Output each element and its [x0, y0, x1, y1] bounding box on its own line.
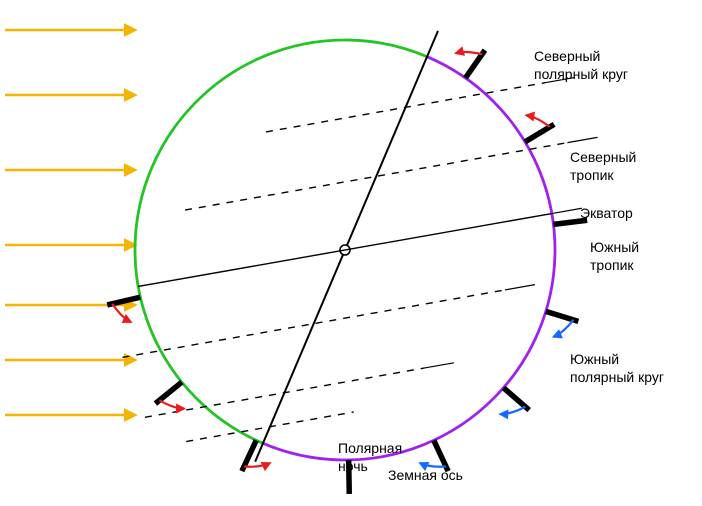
earth-night-arc	[263, 57, 555, 460]
label-n_tropic: Северныйтропик	[570, 149, 636, 184]
shadow-arrow-back	[159, 400, 184, 408]
shadow-arrow-fwd	[554, 320, 574, 337]
label-axis: Земная ось	[388, 467, 463, 485]
label-equator: Экватор	[580, 205, 633, 223]
latitude-polar_night	[186, 412, 354, 442]
latitude-tick	[505, 285, 535, 290]
shadow-arrow-back	[112, 304, 131, 322]
label-arctic: Северныйполярный круг	[534, 48, 628, 83]
shadow-arrow-fwd	[500, 407, 525, 414]
label-antarctic: Южныйполярный круг	[570, 351, 664, 386]
latitude-arctic	[266, 83, 545, 132]
gnomons	[107, 50, 587, 494]
latitude-antarctic	[145, 368, 424, 417]
label-s_tropic: Южныйтропик	[590, 239, 639, 274]
sun-rays	[5, 30, 135, 415]
gnomon	[546, 311, 579, 321]
latitude-tick	[424, 363, 454, 368]
latitude-tick	[552, 208, 582, 213]
shadow-arrow-back	[456, 52, 482, 54]
shadow-arrow-back	[526, 115, 549, 127]
latitude-tick	[567, 137, 597, 142]
latitude-equator	[138, 214, 552, 287]
